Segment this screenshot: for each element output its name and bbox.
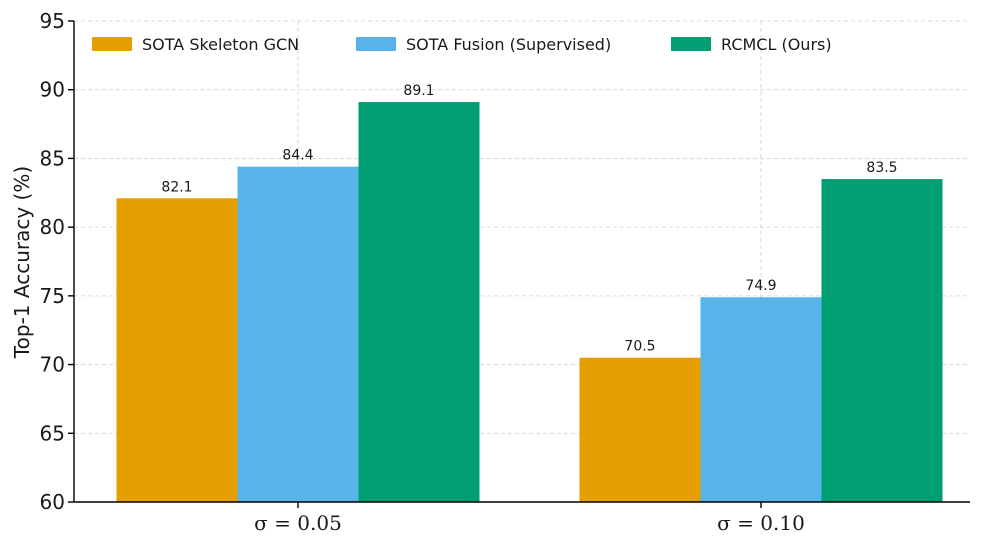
x-tick-label: σ = 0.10 xyxy=(717,511,805,535)
bar xyxy=(579,357,701,502)
data-label: 89.1 xyxy=(403,83,434,99)
legend-label: SOTA Skeleton GCN xyxy=(142,35,299,54)
legend-item: SOTA Skeleton GCN xyxy=(92,35,299,54)
legend-swatch xyxy=(356,37,396,51)
legend-label: RCMCL (Ours) xyxy=(721,35,832,54)
data-label: 83.5 xyxy=(866,160,897,176)
y-tick-label: 85 xyxy=(40,146,65,170)
y-tick-label: 95 xyxy=(40,9,65,33)
axes: 60 65 70 75 80 85 90 95 σ = 0.05 σ = 0.10 xyxy=(40,9,970,535)
data-labels: 82.1 70.5 84.4 74.9 89.1 83.5 xyxy=(161,83,897,355)
bar xyxy=(116,198,238,503)
y-tick-label: 70 xyxy=(40,353,65,377)
bar xyxy=(821,179,943,503)
y-tick-label: 80 xyxy=(40,215,65,239)
data-label: 74.9 xyxy=(745,278,776,294)
bars xyxy=(116,102,943,503)
y-axis-label: Top-1 Accuracy (%) xyxy=(10,166,34,359)
bar xyxy=(358,102,480,502)
y-tick-label: 75 xyxy=(40,284,65,308)
data-label: 70.5 xyxy=(624,339,655,355)
bar xyxy=(237,166,359,502)
data-label: 82.1 xyxy=(161,179,192,195)
legend: SOTA Skeleton GCN SOTA Fusion (Supervised… xyxy=(92,35,832,54)
x-tick-label: σ = 0.05 xyxy=(254,511,342,535)
bar xyxy=(700,297,822,502)
y-tick-label: 60 xyxy=(40,490,65,514)
y-tick-label: 65 xyxy=(40,421,65,445)
legend-item: SOTA Fusion (Supervised) xyxy=(356,35,611,54)
y-tick-label: 90 xyxy=(40,78,65,102)
legend-label: SOTA Fusion (Supervised) xyxy=(406,35,611,54)
legend-swatch xyxy=(671,37,711,51)
legend-item: RCMCL (Ours) xyxy=(671,35,832,54)
data-label: 84.4 xyxy=(282,148,313,164)
legend-swatch xyxy=(92,37,132,51)
